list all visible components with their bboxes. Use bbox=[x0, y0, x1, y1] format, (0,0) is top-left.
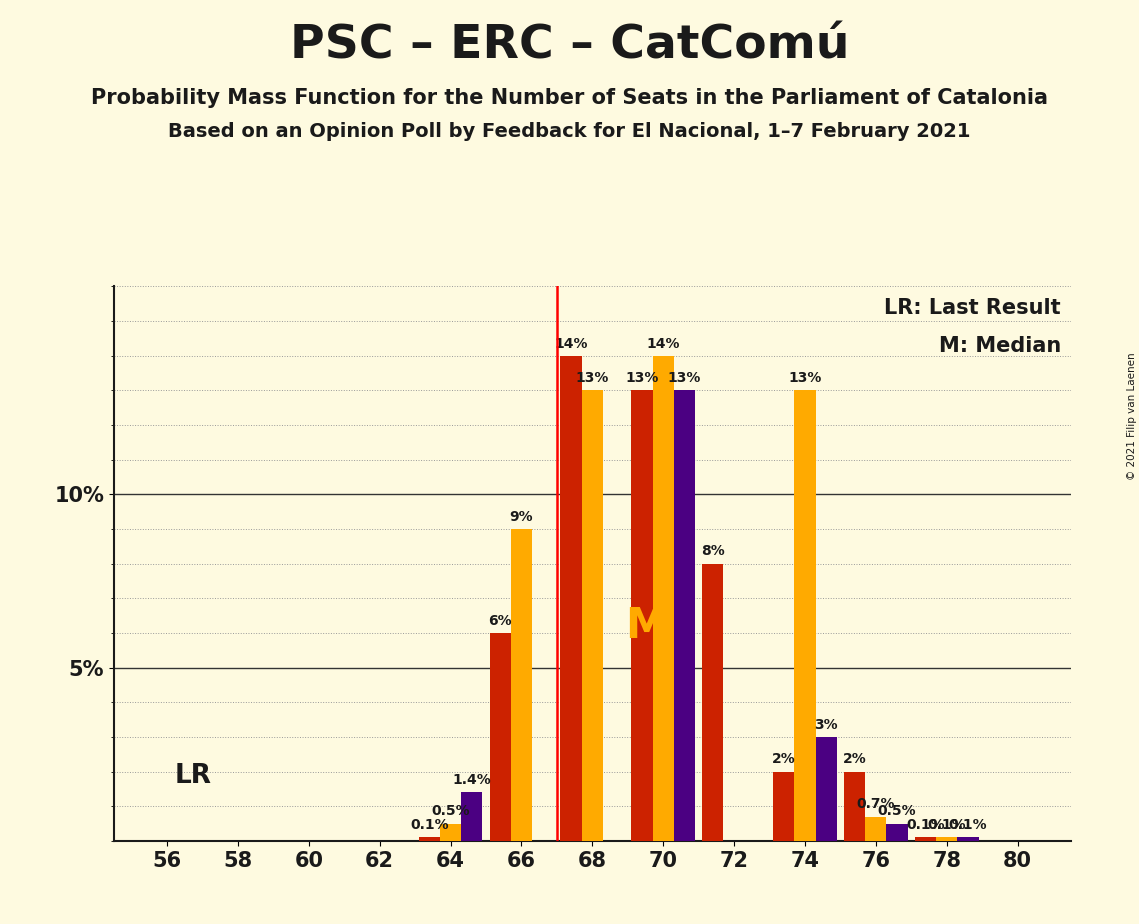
Text: LR: Last Result: LR: Last Result bbox=[885, 298, 1062, 318]
Text: 14%: 14% bbox=[647, 336, 680, 350]
Text: 0.1%: 0.1% bbox=[927, 818, 966, 833]
Bar bbox=[510, 529, 532, 841]
Text: PSC – ERC – CatComú: PSC – ERC – CatComú bbox=[289, 23, 850, 68]
Text: 13%: 13% bbox=[575, 371, 609, 385]
Text: 0.5%: 0.5% bbox=[432, 804, 470, 819]
Text: 0.1%: 0.1% bbox=[906, 818, 944, 833]
Bar bbox=[866, 817, 886, 841]
Bar bbox=[631, 390, 653, 841]
Text: M: M bbox=[624, 605, 666, 647]
Bar bbox=[653, 356, 674, 841]
Text: 3%: 3% bbox=[814, 718, 838, 732]
Text: 6%: 6% bbox=[489, 614, 511, 627]
Bar bbox=[490, 633, 510, 841]
Text: 2%: 2% bbox=[772, 752, 795, 766]
Bar bbox=[886, 823, 908, 841]
Text: 14%: 14% bbox=[555, 336, 588, 350]
Bar bbox=[674, 390, 695, 841]
Bar bbox=[936, 837, 957, 841]
Text: Probability Mass Function for the Number of Seats in the Parliament of Catalonia: Probability Mass Function for the Number… bbox=[91, 88, 1048, 108]
Text: © 2021 Filip van Laenen: © 2021 Filip van Laenen bbox=[1126, 352, 1137, 480]
Bar bbox=[844, 772, 866, 841]
Text: 13%: 13% bbox=[667, 371, 702, 385]
Text: LR: LR bbox=[174, 763, 211, 789]
Text: M: Median: M: Median bbox=[939, 336, 1062, 357]
Bar bbox=[773, 772, 794, 841]
Text: 2%: 2% bbox=[843, 752, 867, 766]
Bar bbox=[957, 837, 978, 841]
Bar bbox=[702, 564, 723, 841]
Bar bbox=[794, 390, 816, 841]
Text: 8%: 8% bbox=[700, 544, 724, 558]
Text: 9%: 9% bbox=[509, 510, 533, 524]
Text: 0.7%: 0.7% bbox=[857, 797, 895, 811]
Bar bbox=[440, 823, 461, 841]
Text: 13%: 13% bbox=[788, 371, 821, 385]
Bar bbox=[915, 837, 936, 841]
Text: 0.1%: 0.1% bbox=[410, 818, 449, 833]
Bar bbox=[816, 737, 837, 841]
Text: 13%: 13% bbox=[625, 371, 658, 385]
Bar bbox=[419, 837, 440, 841]
Bar bbox=[582, 390, 603, 841]
Bar bbox=[461, 793, 483, 841]
Text: 1.4%: 1.4% bbox=[452, 773, 491, 787]
Text: 0.5%: 0.5% bbox=[878, 804, 917, 819]
Bar bbox=[560, 356, 582, 841]
Text: 0.1%: 0.1% bbox=[949, 818, 988, 833]
Text: Based on an Opinion Poll by Feedback for El Nacional, 1–7 February 2021: Based on an Opinion Poll by Feedback for… bbox=[169, 122, 970, 141]
